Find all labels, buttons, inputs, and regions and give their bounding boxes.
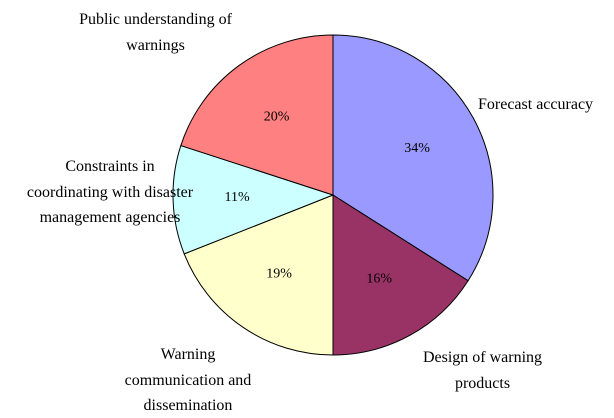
pie-slice [332, 194, 469, 356]
value-label: 34% [404, 141, 430, 156]
category-label: Forecast accuracy [478, 96, 594, 113]
pie-slice [180, 34, 334, 196]
category-label: Warning communication and dissemination [124, 346, 252, 414]
value-label: 20% [264, 110, 290, 125]
value-label: 19% [266, 267, 292, 282]
pie-slice [332, 34, 494, 282]
value-label: 16% [366, 271, 392, 286]
pie-slice [172, 144, 335, 255]
pie-slice [183, 194, 334, 356]
value-label: 11% [224, 190, 249, 205]
category-label: Public understanding of warnings [79, 11, 232, 54]
category-label: Constraints in coordinating with disaste… [26, 158, 194, 226]
category-label: Design of warning products [422, 349, 543, 392]
